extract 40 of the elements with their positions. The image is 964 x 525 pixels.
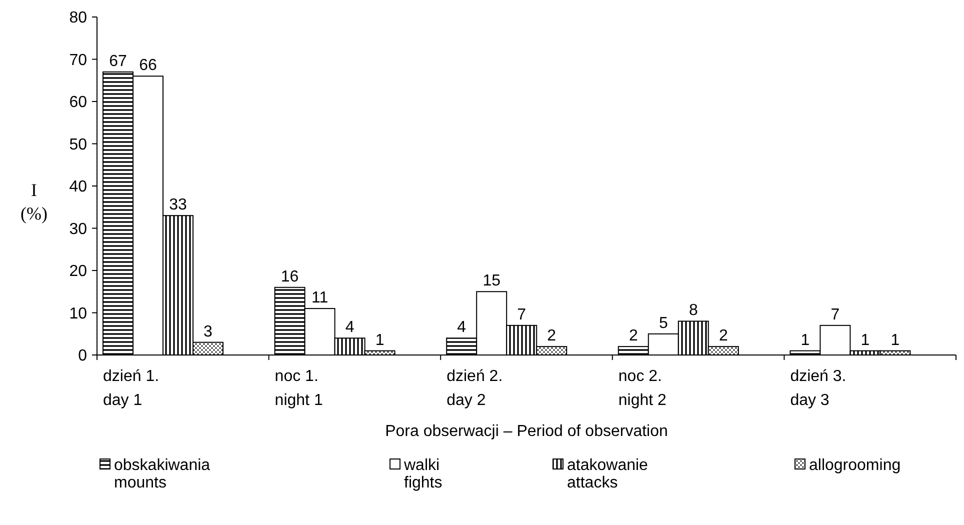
data-label: 15: [482, 272, 501, 290]
x-tick-label: dzień 2. day 2: [446, 368, 503, 409]
y-tick-label: 20: [69, 263, 88, 280]
data-label: 1: [375, 332, 384, 349]
data-label: 2: [628, 328, 638, 345]
data-label: 66: [139, 57, 157, 74]
data-label: 1: [890, 332, 900, 349]
x-axis-title: Pora obserwacji – Period of observation: [385, 423, 668, 440]
data-label: 8: [688, 302, 698, 320]
data-label: 16: [280, 268, 299, 286]
legend-label: walki fights: [403, 457, 442, 492]
y-tick-label: 70: [69, 52, 88, 69]
legend-label: obskakiwania mounts: [114, 457, 210, 492]
y-axis-title: I (%): [20, 180, 48, 224]
x-tick-label: noc 2. night 2: [618, 368, 667, 409]
y-tick-label: 10: [69, 305, 88, 322]
legend-label: atakowanie attacks: [567, 457, 648, 492]
data-label: 11: [311, 290, 328, 307]
y-tick-label: 40: [69, 178, 88, 196]
data-label: 2: [718, 328, 728, 345]
y-tick-label: 80: [69, 10, 88, 27]
data-label: 33: [169, 196, 187, 214]
y-tick-label: 30: [69, 220, 88, 238]
data-label: 1: [800, 332, 810, 349]
x-tick-label: dzień 1. day 1: [103, 368, 160, 409]
x-tick-label: dzień 3. day 3: [790, 368, 846, 409]
data-label: 67: [109, 52, 127, 70]
y-tick-label: 60: [69, 94, 88, 112]
data-label: 1: [860, 332, 870, 349]
data-label: 7: [517, 306, 526, 324]
data-label: 4: [345, 319, 354, 336]
y-tick-label: 0: [78, 348, 88, 365]
x-tick-label: noc 1. night 1: [274, 368, 323, 409]
data-label: 4: [457, 319, 466, 336]
data-label: 7: [830, 306, 840, 324]
data-label: 5: [658, 314, 668, 332]
y-tick-label: 50: [69, 136, 88, 154]
legend-label: allogrooming: [809, 457, 901, 474]
data-label: 2: [547, 328, 556, 345]
data-label: 3: [204, 323, 213, 340]
